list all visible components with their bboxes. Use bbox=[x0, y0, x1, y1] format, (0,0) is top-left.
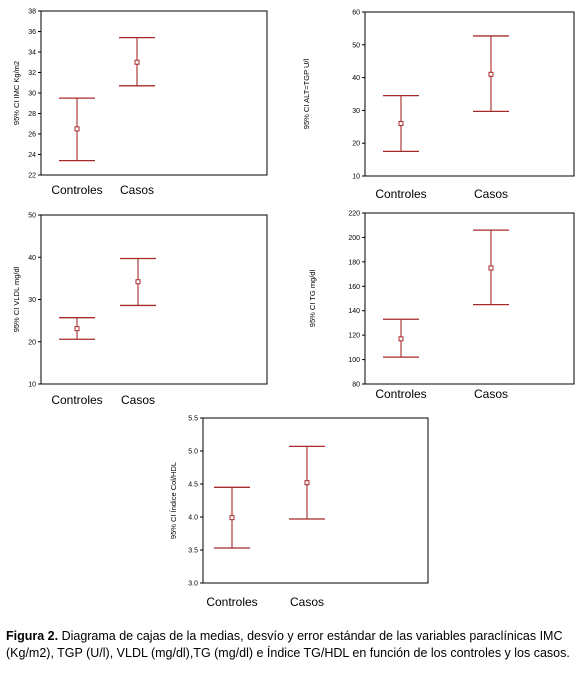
category-label: Casos bbox=[474, 187, 508, 201]
y-tick-label: 24 bbox=[28, 152, 36, 159]
mean-marker bbox=[488, 71, 494, 77]
y-axis-label: 95% CI ALT=TGP U/l bbox=[302, 58, 311, 129]
mean-marker bbox=[488, 265, 494, 271]
y-tick-label: 32 bbox=[28, 70, 36, 77]
category-label: Casos bbox=[120, 183, 154, 197]
y-tick-label: 180 bbox=[348, 259, 360, 266]
y-tick-label: 4.5 bbox=[188, 482, 198, 489]
category-label: Controles bbox=[206, 595, 257, 609]
y-tick-label: 100 bbox=[348, 357, 360, 364]
y-tick-label: 160 bbox=[348, 284, 360, 291]
y-tick-label: 200 bbox=[348, 235, 360, 242]
chart-alt-tgp: 10 20 30 40 50 60 95% CI ALT=TGP U/l Controles C… bbox=[302, 10, 575, 201]
figure-caption: Figura 2. Diagrama de cajas de la medias… bbox=[6, 628, 574, 661]
y-tick-label: 220 bbox=[348, 211, 360, 218]
y-tick-label: 5.5 bbox=[188, 416, 198, 423]
y-tick-label: 22 bbox=[28, 173, 36, 180]
y-tick-label: 140 bbox=[348, 308, 360, 315]
mean-marker bbox=[398, 121, 404, 127]
y-tick-label: 3.0 bbox=[188, 581, 198, 588]
caption-label: Figura 2. bbox=[6, 629, 59, 643]
y-axis-label: 95% CI TG mg/dl bbox=[308, 269, 317, 327]
y-tick-label: 36 bbox=[28, 29, 36, 36]
y-tick-label: 10 bbox=[352, 174, 360, 181]
y-axis-label: 95% CI VLDL mg/dl bbox=[12, 266, 21, 332]
category-label: Controles bbox=[51, 183, 102, 197]
y-tick-label: 28 bbox=[28, 111, 36, 118]
plot-frame bbox=[202, 417, 429, 584]
y-tick-label: 30 bbox=[352, 108, 360, 115]
errorbar-1 bbox=[120, 257, 156, 307]
y-tick-label: 5.0 bbox=[188, 449, 198, 456]
category-label: Casos bbox=[121, 393, 155, 407]
y-tick-label: 20 bbox=[28, 339, 36, 346]
plot-frame bbox=[364, 11, 575, 177]
y-tick-label: 4.0 bbox=[188, 515, 198, 522]
plot-frame bbox=[40, 214, 268, 385]
category-label: Casos bbox=[474, 387, 508, 401]
y-tick-label: 34 bbox=[28, 50, 36, 57]
y-tick-label: 60 bbox=[352, 10, 360, 17]
errorbar-1 bbox=[473, 35, 509, 113]
errorbar-1 bbox=[289, 445, 325, 520]
y-axis-label: 95% CI Índice Col/HDL bbox=[169, 462, 178, 539]
chart-imc: 22 24 26 28 30 32 34 36 38 95% CI IMC Kg/m2 Contro… bbox=[12, 9, 268, 197]
y-tick-label: 40 bbox=[28, 255, 36, 262]
mean-marker bbox=[229, 515, 235, 521]
errorbar-0 bbox=[214, 486, 250, 549]
category-label: Controles bbox=[375, 187, 426, 201]
errorbar-1 bbox=[473, 229, 509, 306]
plot-frame bbox=[364, 212, 575, 385]
errorbar-0 bbox=[383, 94, 419, 153]
y-tick-label: 26 bbox=[28, 132, 36, 139]
y-tick-label: 30 bbox=[28, 91, 36, 98]
category-label: Casos bbox=[290, 595, 324, 609]
mean-marker bbox=[304, 480, 310, 486]
y-tick-label: 120 bbox=[348, 333, 360, 340]
y-tick-label: 3.5 bbox=[188, 548, 198, 555]
mean-marker bbox=[74, 126, 80, 132]
y-tick-label: 40 bbox=[352, 75, 360, 82]
caption-text: Diagrama de cajas de la medias, desvío y… bbox=[6, 629, 570, 660]
y-tick-label: 10 bbox=[28, 382, 36, 389]
category-label: Controles bbox=[51, 393, 102, 407]
chart-col-hdl: 3.0 3.5 4.0 4.5 5.0 5.5 95% CI Índice Col/HDL C… bbox=[169, 416, 429, 609]
plot-frame bbox=[40, 10, 268, 176]
chart-vldl: 10 20 30 40 50 95% CI VLDL mg/dl Controles Caso… bbox=[12, 213, 268, 407]
y-tick-label: 38 bbox=[28, 9, 36, 16]
y-axis-label: 95% CI IMC Kg/m2 bbox=[12, 61, 21, 125]
mean-marker bbox=[134, 59, 140, 65]
errorbar-1 bbox=[119, 37, 155, 87]
mean-marker bbox=[74, 326, 80, 332]
y-tick-label: 80 bbox=[352, 382, 360, 389]
chart-tg: 80 100 120 140 160 180 200 220 95% CI TG mg/dl Co… bbox=[308, 211, 575, 401]
y-tick-label: 30 bbox=[28, 297, 36, 304]
y-tick-label: 50 bbox=[352, 42, 360, 49]
mean-marker bbox=[135, 279, 141, 285]
category-label: Controles bbox=[375, 387, 426, 401]
y-tick-label: 50 bbox=[28, 213, 36, 220]
y-tick-label: 20 bbox=[352, 141, 360, 148]
errorbar-0 bbox=[383, 318, 419, 358]
errorbar-0 bbox=[59, 97, 95, 162]
errorbar-0 bbox=[59, 317, 95, 340]
mean-marker bbox=[398, 336, 404, 342]
